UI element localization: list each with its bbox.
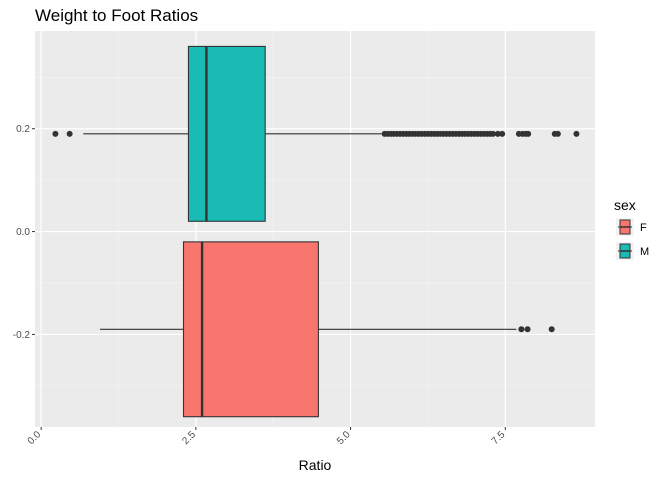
outlier-point-M xyxy=(554,130,561,137)
outlier-point-M xyxy=(66,130,73,137)
legend-key-M xyxy=(616,242,634,260)
legend-label-F: F xyxy=(640,222,647,234)
outlier-point-M xyxy=(52,130,59,137)
box-M xyxy=(52,45,580,222)
x-tick-label: 7.5 xyxy=(490,429,508,447)
legend: sex FM xyxy=(614,197,649,260)
outlier-point-F xyxy=(518,326,525,333)
outlier-point-M xyxy=(489,130,496,137)
x-axis: 0.0 2.5 5.0 7.5 xyxy=(26,427,508,447)
y-axis: 0.2 0.0 -0.2 xyxy=(13,124,35,341)
outlier-point-M xyxy=(494,130,501,137)
outlier-point-F xyxy=(524,326,531,333)
legend-label-M: M xyxy=(640,246,649,258)
x-axis-title: Ratio xyxy=(299,457,332,473)
x-tick-label: 2.5 xyxy=(180,429,198,447)
legend-key-F xyxy=(616,218,634,236)
x-tick-label: 5.0 xyxy=(335,429,353,447)
x-tick-label: 0.0 xyxy=(26,429,44,447)
outlier-point-M xyxy=(573,130,580,137)
iqr-box-M xyxy=(187,45,266,222)
y-tick-label: 0.2 xyxy=(16,124,30,135)
outlier-point-M xyxy=(499,130,506,137)
iqr-box-F xyxy=(182,241,319,418)
legend-title: sex xyxy=(614,197,636,213)
y-tick-label: -0.2 xyxy=(13,330,31,341)
box-F xyxy=(99,241,555,418)
boxes xyxy=(52,45,580,418)
chart-title: Weight to Foot Ratios xyxy=(35,6,198,25)
outlier-point-F xyxy=(548,326,555,333)
y-tick-label: 0.0 xyxy=(16,227,30,238)
outlier-point-M xyxy=(525,130,532,137)
